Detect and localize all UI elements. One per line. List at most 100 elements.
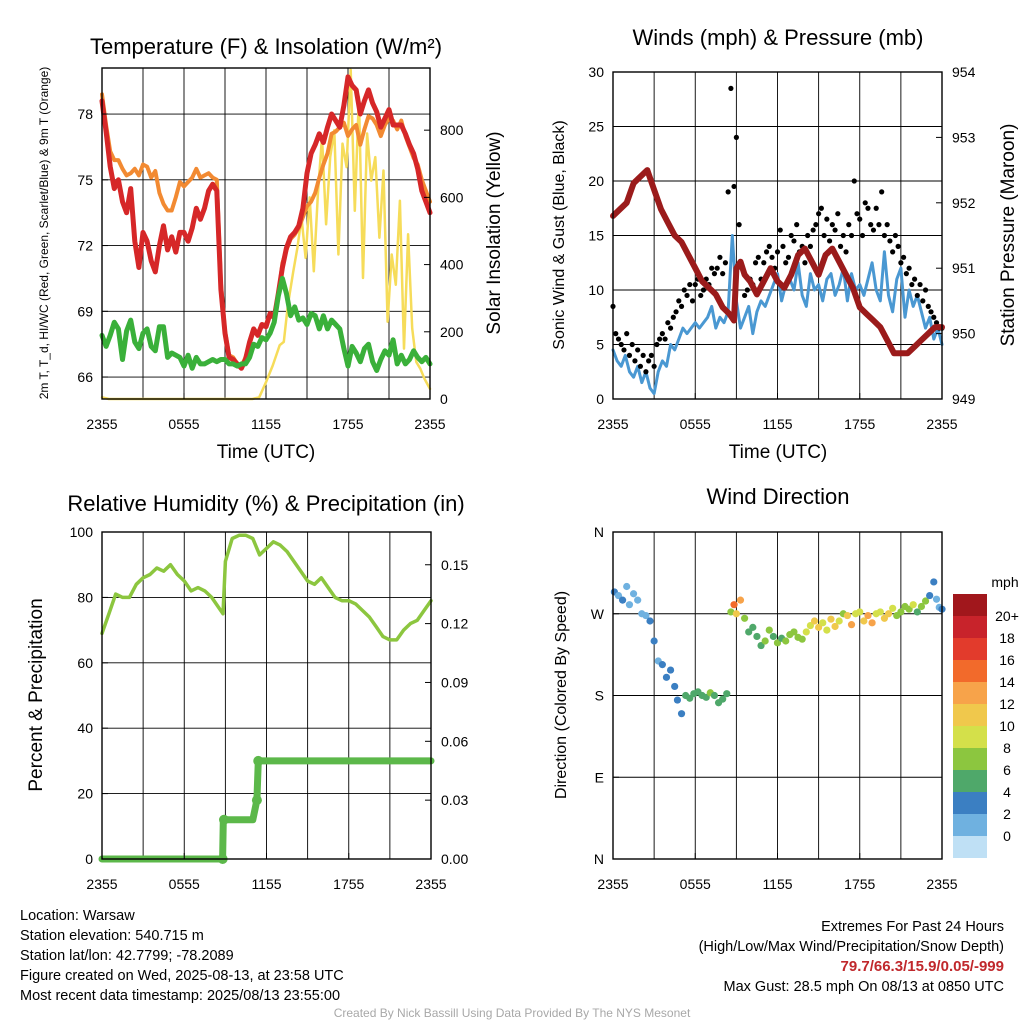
precipitation-point [251, 795, 262, 806]
wind-direction-point [876, 608, 884, 616]
wind-gust-point [794, 222, 800, 228]
colorbar-swatch [953, 748, 987, 770]
wind-gust-point [933, 320, 940, 326]
colorbar-label: 16 [999, 652, 1015, 668]
colorbar-label: 10 [999, 718, 1015, 734]
winds-x-tick-label: 1155 [762, 416, 792, 432]
wind-direction-point [642, 611, 650, 620]
wind-gust-point [640, 352, 646, 358]
winds-y-tick-label: 0 [596, 391, 604, 407]
wind-direction-point [926, 591, 934, 600]
colorbar-label: 0 [1003, 828, 1011, 844]
wind-gust-point [868, 222, 874, 228]
wind-gust-point [646, 358, 652, 364]
winds-y2-tick-label: 950 [952, 326, 976, 342]
humidity-panel-title: Relative Humidity (%) & Precipitation (i… [67, 491, 464, 516]
wind-gust-point [922, 287, 929, 293]
wind-gust-point [791, 238, 797, 244]
wind-gust-point [821, 232, 827, 239]
wind-direction-point [917, 602, 926, 611]
temperature-y2-tick-label: 600 [440, 189, 464, 205]
humidity-y-tick-label: 80 [77, 589, 93, 605]
wind-gust-point [742, 292, 748, 299]
winds-y-tick-label: 20 [588, 173, 604, 189]
wind-direction-point [868, 619, 876, 627]
direction-y-tick-label: N [594, 851, 604, 867]
wind-gust-point [774, 249, 781, 255]
wind-gust-point [898, 260, 904, 266]
dewpoint-line [99, 275, 433, 373]
wind-gust-point [681, 287, 687, 293]
direction-x-tick-label: 1155 [762, 876, 792, 892]
wind-gust-point [879, 189, 885, 195]
wind-gust-point [884, 222, 890, 228]
colorbar-swatch [953, 660, 987, 682]
direction-panel-title: Wind Direction [706, 484, 849, 509]
wind-gust-point [829, 222, 835, 228]
winds-x-tick-label: 1755 [844, 416, 875, 432]
wind-gust-point [711, 271, 718, 277]
wind-gust-point [654, 341, 660, 348]
wind-direction-point [732, 610, 740, 618]
humidity-x-tick-label: 2355 [415, 876, 446, 892]
wind-gust-point [692, 281, 698, 288]
wind-gust-point [613, 331, 619, 337]
wind-gust-point [624, 331, 630, 337]
wind-gust-point [678, 303, 685, 309]
colorbar-swatch [953, 616, 987, 638]
wind-gust-point [717, 254, 723, 260]
humidity-x-tick-label: 1755 [333, 876, 364, 892]
wind-gust-point [733, 134, 739, 140]
winds-y-tick-label: 5 [596, 337, 604, 353]
wind-gust-point [621, 347, 627, 353]
colorbar-swatch [953, 770, 987, 792]
wind-gust-point [870, 227, 877, 233]
direction-y-tick-label: W [591, 606, 605, 622]
humidity-x-tick-label: 2355 [86, 876, 117, 892]
wind-gust-point [673, 309, 679, 315]
wind-direction-point [835, 617, 843, 625]
winds-y2-tick-label: 952 [952, 195, 976, 211]
colorbar-swatch [953, 814, 987, 836]
wind-direction-point [719, 695, 727, 703]
wind-gust-point [662, 336, 668, 342]
wind-gust-point [895, 243, 901, 249]
wind-direction-point [710, 691, 719, 700]
temperature-x-tick-label: 0555 [168, 416, 199, 432]
credit-line: Created By Nick Bassill Using Data Provi… [333, 1006, 691, 1020]
wind-direction-point [831, 622, 839, 631]
station-latlon: Station lat/lon: 42.7799; -78.2089 [20, 948, 234, 964]
wind-gust-point [832, 227, 838, 233]
colorbar-swatch [953, 792, 987, 814]
wind-gust-point [909, 281, 915, 288]
temperature-y2-tick-label: 200 [440, 324, 464, 340]
wind-direction-point [765, 626, 773, 634]
temperature-y-tick-label: 69 [77, 303, 93, 319]
colorbar-label: 6 [1003, 762, 1011, 778]
station-elevation: Station elevation: 540.715 m [20, 928, 204, 944]
humidity-y-tick-label: 60 [77, 655, 93, 671]
wind-gust-point [911, 276, 918, 282]
wind-gust-point [824, 216, 830, 222]
colorbar-label: 12 [999, 696, 1015, 712]
figure-created: Figure created on Wed, 2025-08-13, at 23… [20, 968, 344, 984]
wind-direction-point [810, 617, 819, 625]
wind-gust-point [785, 254, 792, 260]
wind-gust-point [659, 331, 665, 337]
wind-direction-point [727, 608, 735, 616]
wind-gust-point [635, 347, 641, 353]
winds-y2-tick-label: 954 [952, 64, 976, 80]
wind-direction-point [921, 597, 930, 605]
wind-gust-point [887, 238, 893, 244]
winds-x-tick-label: 0555 [680, 416, 711, 432]
wind-gust-point [648, 352, 654, 358]
temperature-panel-title: Temperature (F) & Insolation (W/m²) [90, 34, 442, 59]
wind-gust-point [835, 211, 841, 217]
wind-gust-point [777, 227, 783, 233]
winds-x-axis-label: Time (UTC) [729, 442, 828, 463]
station-location: Location: Warsaw [20, 908, 135, 924]
wind-gust-point [714, 265, 720, 271]
wind-gust-point [761, 260, 767, 266]
wind-gust-point [763, 249, 770, 255]
